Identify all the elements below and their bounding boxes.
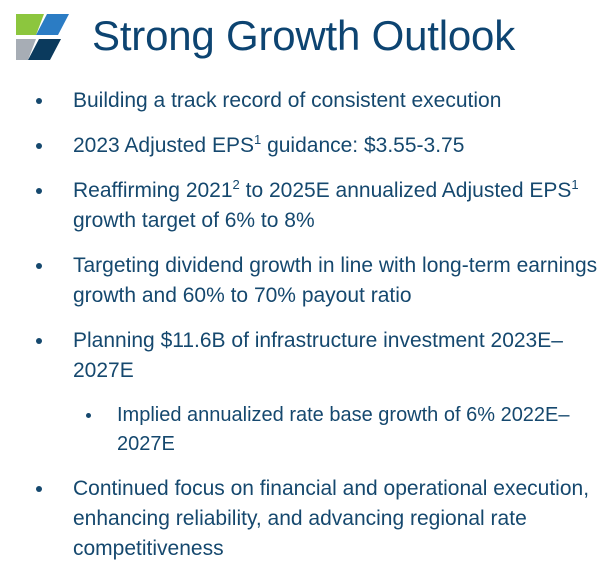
page-title: Strong Growth Outlook	[92, 12, 515, 59]
bullet-point-icon	[36, 338, 42, 344]
bullet-text: Planning $11.6B of infrastructure invest…	[73, 326, 616, 386]
footnote-reference: 1	[253, 132, 262, 147]
bullet-point-icon	[36, 98, 42, 104]
slide-header: Strong Growth Outlook	[0, 0, 616, 72]
bullet-text-run: Implied annualized rate base growth of 6…	[117, 404, 570, 455]
bullet-point-icon	[36, 486, 42, 492]
bullet-text: Continued focus on financial and operati…	[73, 474, 616, 564]
bullet-text: 2023 Adjusted EPS1 guidance: $3.55-3.75	[73, 131, 616, 161]
bullet-text: Reaffirming 20212 to 2025E annualized Ad…	[73, 176, 616, 236]
bullet-text-run: Reaffirming 2021	[73, 179, 233, 202]
bullet-item: Reaffirming 20212 to 2025E annualized Ad…	[0, 176, 616, 236]
bullet-list: Building a track record of consistent ex…	[0, 86, 616, 579]
footnote-reference: 2	[232, 177, 240, 192]
bullet-text-run: Targeting dividend growth in line with l…	[73, 254, 598, 307]
bullet-text-run: 2023 Adjusted EPS	[73, 134, 254, 157]
bullet-text: Building a track record of consistent ex…	[73, 86, 616, 116]
bullet-text: Targeting dividend growth in line with l…	[73, 251, 616, 311]
bullet-point-icon	[36, 143, 42, 149]
bullet-point-icon	[36, 263, 42, 269]
bullet-text: Implied annualized rate base growth of 6…	[117, 401, 616, 459]
bullet-item: Planning $11.6B of infrastructure invest…	[0, 326, 616, 386]
company-chevron-logo-icon	[16, 14, 69, 60]
bullet-text-run: Continued focus on financial and operati…	[73, 477, 590, 560]
bullet-point-icon	[36, 188, 42, 194]
bullet-point-icon	[86, 413, 91, 418]
bullet-text-run: to 2025E annualized Adjusted EPS	[239, 179, 572, 202]
bullet-text-run: Building a track record of consistent ex…	[73, 89, 502, 112]
sub-bullet-item: Implied annualized rate base growth of 6…	[0, 401, 616, 459]
bullet-text-run: Planning $11.6B of infrastructure invest…	[73, 329, 563, 382]
bullet-item: Building a track record of consistent ex…	[0, 86, 616, 116]
bullet-item: Targeting dividend growth in line with l…	[0, 251, 616, 311]
bullet-item: Continued focus on financial and operati…	[0, 474, 616, 564]
bullet-text-run: guidance: $3.55-3.75	[261, 134, 465, 157]
bullet-text-run: growth target of 6% to 8%	[73, 209, 315, 232]
footnote-reference: 1	[571, 177, 579, 192]
bullet-item: 2023 Adjusted EPS1 guidance: $3.55-3.75	[0, 131, 616, 161]
